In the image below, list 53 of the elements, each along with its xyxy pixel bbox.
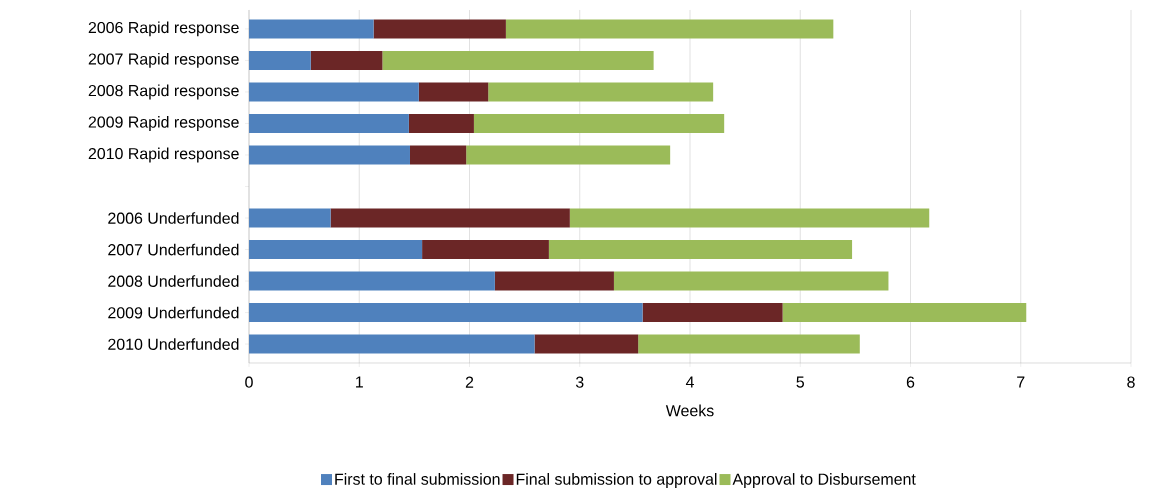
y-tick-label: 2008 Underfunded bbox=[108, 275, 239, 287]
legend-label: Final submission to approval bbox=[516, 473, 717, 488]
bar bbox=[642, 303, 783, 323]
x-tick-label: 1 bbox=[356, 376, 363, 388]
bar bbox=[249, 19, 374, 39]
bar bbox=[408, 113, 474, 133]
bar bbox=[373, 19, 506, 39]
x-tick-label: 5 bbox=[796, 376, 805, 388]
x-tick-label: 6 bbox=[906, 376, 915, 388]
y-tick-label: 2008 Rapid response bbox=[88, 84, 239, 100]
bar bbox=[548, 240, 853, 260]
bar bbox=[249, 303, 643, 323]
x-tick-label: 3 bbox=[575, 376, 584, 388]
y-tick-label: 2006 Rapid response bbox=[88, 21, 239, 37]
y-tick-label: 2010 Rapid response bbox=[88, 147, 239, 163]
bar bbox=[418, 82, 489, 102]
bar bbox=[249, 82, 419, 102]
x-tick-label: 0 bbox=[245, 376, 253, 388]
legend-label: Approval to Disbursement bbox=[732, 473, 916, 488]
x-tick-label: 4 bbox=[685, 376, 694, 388]
bar bbox=[782, 303, 1027, 323]
bar bbox=[249, 240, 423, 260]
x-tick-label: 8 bbox=[1127, 376, 1135, 388]
bar bbox=[249, 113, 409, 133]
bar bbox=[466, 145, 671, 165]
y-tick-label: 2010 Underfunded bbox=[108, 338, 239, 350]
y-tick-label: 2007 Rapid response bbox=[88, 53, 239, 68]
bar bbox=[422, 240, 549, 260]
bar bbox=[330, 208, 570, 228]
bar bbox=[249, 208, 331, 228]
bar bbox=[249, 271, 495, 291]
bar bbox=[249, 50, 311, 70]
bar bbox=[494, 271, 614, 291]
bar bbox=[473, 113, 725, 133]
y-tick-label: 2009 Underfunded bbox=[108, 306, 239, 319]
legend-label: First to final submission bbox=[335, 473, 500, 485]
x-axis-title: Weeks bbox=[665, 404, 714, 417]
x-tick-label: 7 bbox=[1017, 376, 1025, 388]
y-tick-label: 2006 Underfunded bbox=[108, 212, 239, 224]
bar bbox=[534, 334, 639, 354]
y-tick-label: 2007 Underfunded bbox=[108, 243, 239, 256]
bar bbox=[249, 334, 535, 354]
bar bbox=[505, 19, 834, 39]
bar bbox=[409, 145, 467, 165]
bar bbox=[488, 82, 714, 102]
bar bbox=[638, 334, 860, 354]
y-tick-label: 2009 Rapid response bbox=[88, 116, 239, 131]
bar bbox=[382, 50, 654, 70]
x-tick-label: 2 bbox=[465, 376, 474, 388]
bar bbox=[613, 271, 889, 291]
bar bbox=[249, 145, 410, 165]
bar bbox=[310, 50, 383, 70]
bar bbox=[569, 208, 930, 228]
